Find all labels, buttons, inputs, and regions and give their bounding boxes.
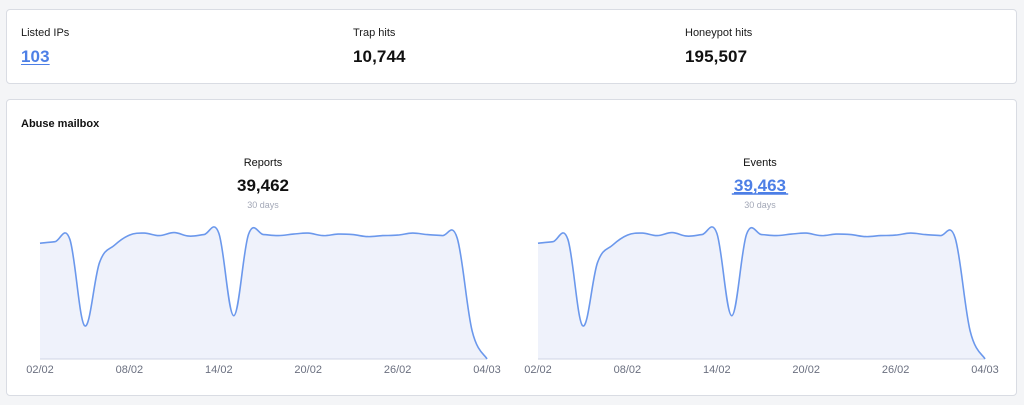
x-tick-label: 26/02 xyxy=(384,364,412,376)
chart-subtitle: 30 days xyxy=(247,200,279,210)
stat-label: Listed IPs xyxy=(21,27,70,39)
chart-series-line xyxy=(537,226,986,360)
stat-label: Trap hits xyxy=(353,27,396,39)
x-tick-label: 14/02 xyxy=(703,364,731,376)
x-tick-label: 04/03 xyxy=(971,364,999,376)
chart-title: Reports xyxy=(244,157,283,169)
card-title: Abuse mailbox xyxy=(21,118,100,130)
chart-subtitle: 30 days xyxy=(744,200,776,210)
chart-area-fill xyxy=(538,226,985,359)
x-tick-label: 20/02 xyxy=(792,364,820,376)
stat-honeypot-hits: Honeypot hits 195,507 xyxy=(685,27,752,67)
stat-value: 10,744 xyxy=(353,47,406,66)
chart-title: Events xyxy=(743,157,777,169)
x-tick-label: 26/02 xyxy=(882,364,910,376)
x-tick-label: 20/02 xyxy=(294,364,322,376)
stat-value: 195,507 xyxy=(685,47,748,66)
chart-series-line xyxy=(39,226,488,360)
stat-label: Honeypot hits xyxy=(685,27,753,39)
x-tick-label: 04/03 xyxy=(473,364,501,376)
chart-total-link[interactable]: 39,463 xyxy=(734,176,786,195)
abuse-charts: Reports 39,462 30 days 02/02 08/02 14/02 20/02… xyxy=(26,157,999,376)
stat-trap-hits: Trap hits 10,744 xyxy=(353,27,406,67)
x-tick-label: 02/02 xyxy=(524,364,552,376)
stats-card: Listed IPs 103 Trap hits 10,744 Honeypot… xyxy=(6,9,1017,84)
listed-ips-link[interactable]: 103 xyxy=(21,47,50,66)
chart-total: 39,462 xyxy=(237,176,289,195)
abuse-mailbox-card: Abuse mailbox Reports 39,462 30 days 02/02 0… xyxy=(6,99,1017,396)
chart-area-fill xyxy=(40,226,487,359)
x-tick-label: 02/02 xyxy=(26,364,54,376)
x-tick-label: 08/02 xyxy=(614,364,642,376)
stat-listed-ips: Listed IPs 103 xyxy=(21,27,69,67)
x-tick-label: 08/02 xyxy=(116,364,144,376)
x-tick-label: 14/02 xyxy=(205,364,233,376)
